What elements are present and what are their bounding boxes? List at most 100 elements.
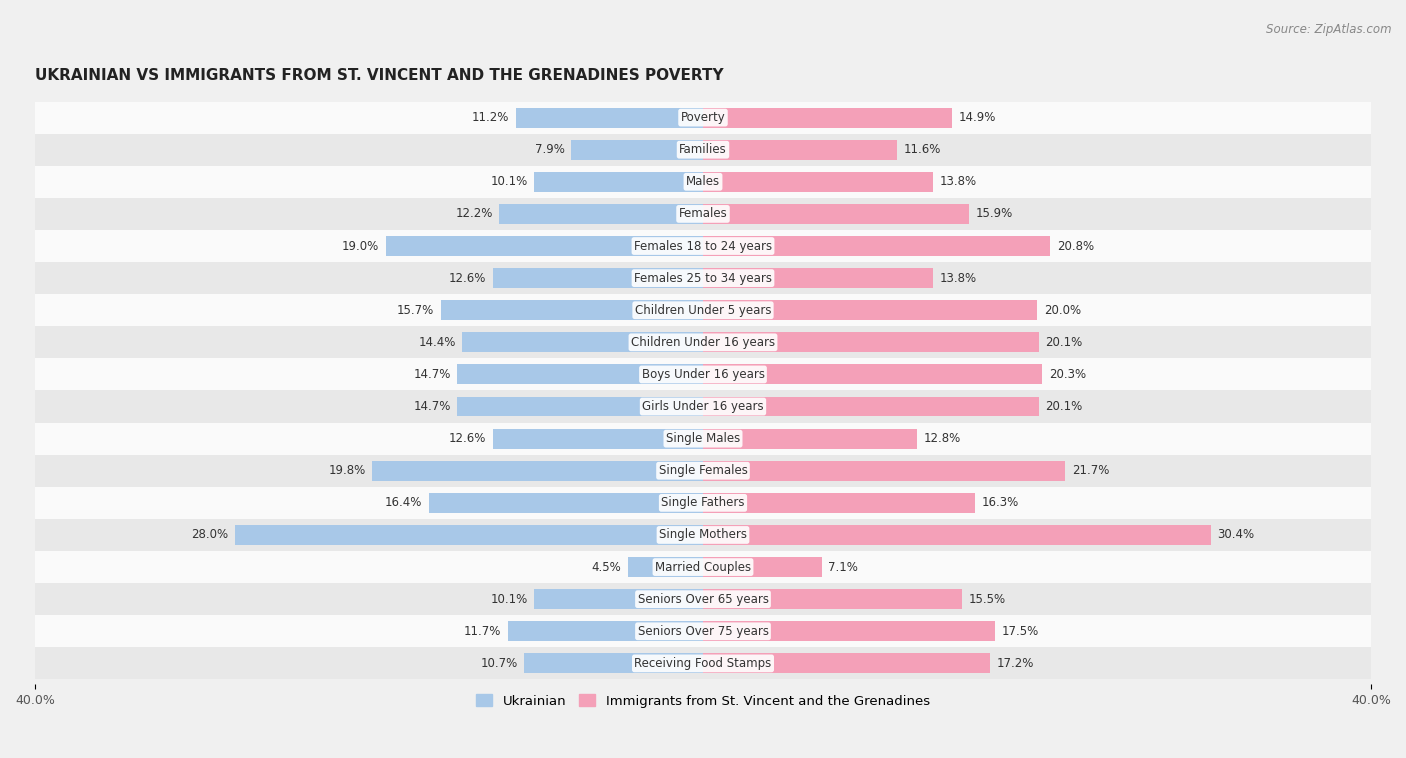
Text: 10.7%: 10.7%: [481, 657, 517, 670]
Text: Source: ZipAtlas.com: Source: ZipAtlas.com: [1267, 23, 1392, 36]
Text: 19.0%: 19.0%: [342, 240, 380, 252]
Bar: [703, 139, 897, 160]
Text: 12.8%: 12.8%: [924, 432, 960, 445]
Bar: [373, 461, 703, 481]
Bar: [534, 589, 703, 609]
Bar: [35, 133, 1371, 166]
Text: 20.8%: 20.8%: [1057, 240, 1094, 252]
Text: Married Couples: Married Couples: [655, 561, 751, 574]
Bar: [463, 332, 703, 352]
Text: UKRAINIAN VS IMMIGRANTS FROM ST. VINCENT AND THE GRENADINES POVERTY: UKRAINIAN VS IMMIGRANTS FROM ST. VINCENT…: [35, 68, 724, 83]
Bar: [703, 204, 969, 224]
Text: 16.4%: 16.4%: [385, 496, 422, 509]
Legend: Ukrainian, Immigrants from St. Vincent and the Grenadines: Ukrainian, Immigrants from St. Vincent a…: [471, 689, 935, 713]
Text: 20.1%: 20.1%: [1046, 336, 1083, 349]
Bar: [35, 198, 1371, 230]
Bar: [703, 300, 1038, 320]
Text: Females: Females: [679, 208, 727, 221]
Bar: [703, 108, 952, 127]
Text: 12.6%: 12.6%: [449, 432, 486, 445]
Text: 17.5%: 17.5%: [1002, 625, 1039, 637]
Text: Families: Families: [679, 143, 727, 156]
Text: 14.4%: 14.4%: [419, 336, 456, 349]
Text: Children Under 16 years: Children Under 16 years: [631, 336, 775, 349]
Bar: [492, 268, 703, 288]
Text: Males: Males: [686, 175, 720, 188]
Bar: [35, 615, 1371, 647]
Text: 10.1%: 10.1%: [491, 175, 527, 188]
Text: 20.1%: 20.1%: [1046, 400, 1083, 413]
Bar: [35, 487, 1371, 519]
Bar: [35, 551, 1371, 583]
Bar: [35, 262, 1371, 294]
Bar: [703, 461, 1066, 481]
Bar: [534, 172, 703, 192]
Text: Seniors Over 75 years: Seniors Over 75 years: [637, 625, 769, 637]
Bar: [703, 653, 990, 673]
Text: Receiving Food Stamps: Receiving Food Stamps: [634, 657, 772, 670]
Text: 13.8%: 13.8%: [941, 175, 977, 188]
Text: 14.7%: 14.7%: [413, 400, 451, 413]
Text: 19.8%: 19.8%: [329, 464, 366, 478]
Text: 14.9%: 14.9%: [959, 111, 995, 124]
Text: 11.7%: 11.7%: [464, 625, 501, 637]
Text: Girls Under 16 years: Girls Under 16 years: [643, 400, 763, 413]
Bar: [516, 108, 703, 127]
Text: Females 18 to 24 years: Females 18 to 24 years: [634, 240, 772, 252]
Bar: [235, 525, 703, 545]
Bar: [35, 230, 1371, 262]
Text: Poverty: Poverty: [681, 111, 725, 124]
Text: 17.2%: 17.2%: [997, 657, 1035, 670]
Text: 30.4%: 30.4%: [1218, 528, 1254, 541]
Bar: [703, 396, 1039, 416]
Text: 14.7%: 14.7%: [413, 368, 451, 381]
Text: 15.7%: 15.7%: [396, 304, 434, 317]
Text: 11.6%: 11.6%: [904, 143, 941, 156]
Text: Boys Under 16 years: Boys Under 16 years: [641, 368, 765, 381]
Bar: [703, 236, 1050, 256]
Text: Females 25 to 34 years: Females 25 to 34 years: [634, 271, 772, 284]
Bar: [35, 102, 1371, 133]
Text: 7.1%: 7.1%: [828, 561, 858, 574]
Text: 11.2%: 11.2%: [472, 111, 509, 124]
Text: 28.0%: 28.0%: [191, 528, 229, 541]
Text: 7.9%: 7.9%: [534, 143, 564, 156]
Bar: [35, 647, 1371, 679]
Bar: [703, 589, 962, 609]
Text: 15.5%: 15.5%: [969, 593, 1005, 606]
Text: 20.0%: 20.0%: [1043, 304, 1081, 317]
Bar: [703, 332, 1039, 352]
Bar: [35, 326, 1371, 359]
Text: Single Mothers: Single Mothers: [659, 528, 747, 541]
Bar: [457, 396, 703, 416]
Text: 21.7%: 21.7%: [1073, 464, 1109, 478]
Bar: [703, 557, 821, 577]
Bar: [628, 557, 703, 577]
Bar: [524, 653, 703, 673]
Bar: [35, 455, 1371, 487]
Bar: [703, 622, 995, 641]
Bar: [441, 300, 703, 320]
Bar: [492, 429, 703, 449]
Text: Children Under 5 years: Children Under 5 years: [634, 304, 772, 317]
Bar: [703, 268, 934, 288]
Bar: [703, 365, 1042, 384]
Bar: [571, 139, 703, 160]
Bar: [35, 359, 1371, 390]
Bar: [508, 622, 703, 641]
Bar: [457, 365, 703, 384]
Bar: [429, 493, 703, 513]
Bar: [35, 583, 1371, 615]
Text: Single Females: Single Females: [658, 464, 748, 478]
Text: Single Fathers: Single Fathers: [661, 496, 745, 509]
Bar: [385, 236, 703, 256]
Text: 20.3%: 20.3%: [1049, 368, 1085, 381]
Text: 4.5%: 4.5%: [592, 561, 621, 574]
Bar: [499, 204, 703, 224]
Text: Seniors Over 65 years: Seniors Over 65 years: [637, 593, 769, 606]
Bar: [35, 390, 1371, 423]
Bar: [35, 519, 1371, 551]
Text: Single Males: Single Males: [666, 432, 740, 445]
Text: 13.8%: 13.8%: [941, 271, 977, 284]
Bar: [703, 525, 1211, 545]
